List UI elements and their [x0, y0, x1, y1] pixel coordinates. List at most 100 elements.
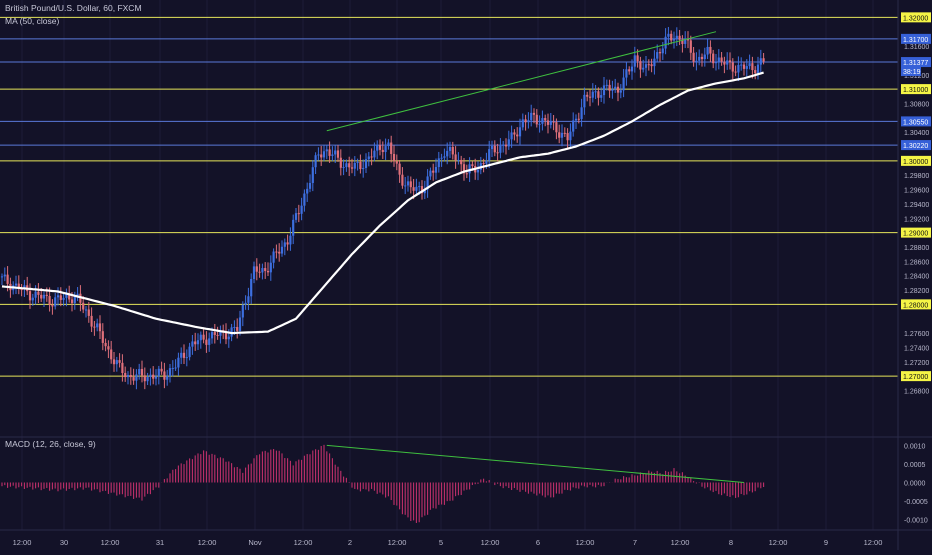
candle-body: [628, 69, 631, 72]
candle-body: [544, 118, 547, 121]
candle-body: [759, 58, 762, 65]
time-tick-label: 12:00: [769, 538, 788, 547]
candle-body: [219, 330, 222, 336]
candle-body: [541, 118, 544, 124]
candle-body: [350, 167, 354, 169]
level-price-label: 1.27000: [903, 374, 928, 381]
candle-body: [82, 302, 85, 310]
candle-body: [163, 371, 166, 380]
candle-body: [247, 296, 250, 303]
time-tick-label: 30: [60, 538, 68, 547]
candle-body: [412, 187, 415, 191]
candle-body: [149, 374, 152, 378]
trendlines: [326, 31, 717, 132]
candle-body: [300, 205, 303, 214]
candle-body: [306, 188, 309, 194]
candle-body: [233, 327, 236, 329]
candle-body: [250, 279, 253, 297]
candle-body: [381, 149, 384, 153]
price-tick-label: 1.27600: [904, 331, 929, 338]
time-tick-label: 7: [633, 538, 637, 547]
candle-body: [552, 121, 555, 123]
candle-body: [633, 55, 636, 67]
macd-tick-label: 0.0005: [904, 462, 926, 469]
candle-body: [591, 91, 594, 98]
level-price-tag: [901, 84, 931, 95]
candle-body: [353, 162, 356, 169]
candle-body: [70, 299, 74, 304]
candle-body: [602, 85, 606, 96]
price-tick-label: 1.29200: [904, 216, 929, 223]
candle-body: [748, 63, 751, 67]
price-scale-labels[interactable]: 1.31600 1.31200 1.30800 1.30400 1.29800 1.296…: [901, 12, 931, 395]
candle-body: [373, 150, 376, 158]
candle-body: [174, 367, 177, 369]
candle-body: [283, 242, 286, 247]
symbol-title[interactable]: British Pound/U.S. Dollar, 60, FXCM: [5, 3, 142, 13]
candle-body: [510, 132, 513, 140]
candle-body: [636, 55, 639, 62]
candle-body: [202, 334, 205, 340]
candle-body: [17, 283, 20, 290]
candle-body: [443, 156, 446, 158]
candle-body: [208, 338, 211, 345]
candle-body: [560, 132, 564, 138]
candles: [0, 26, 765, 390]
price-trendline: [326, 31, 717, 132]
candle-body: [488, 149, 491, 161]
candle-body: [465, 173, 468, 175]
macd-indicator-label[interactable]: MACD (12, 26, close, 9): [5, 439, 96, 449]
candle-body: [42, 294, 46, 299]
candle-body: [513, 132, 516, 135]
candle-body: [689, 40, 692, 53]
candle-body: [54, 297, 57, 307]
blue-price-tag: [901, 33, 931, 44]
candle-body: [213, 332, 216, 335]
candle-body: [482, 163, 485, 165]
candle-body: [73, 295, 76, 304]
candle-body: [686, 39, 690, 41]
candle-body: [460, 159, 463, 165]
candle-body: [280, 246, 284, 254]
candle-body: [406, 181, 410, 186]
price-tick-label: 1.29800: [904, 173, 929, 180]
candle-body: [98, 323, 102, 332]
candle-body: [390, 142, 393, 154]
candle-body: [496, 152, 499, 154]
candle-body: [93, 326, 96, 328]
time-tick-label: 2: [348, 538, 352, 547]
candle-body: [720, 57, 723, 62]
candle-body: [451, 147, 454, 155]
level-price-tag: [901, 371, 931, 382]
candle-body: [667, 33, 670, 37]
candle-body: [530, 112, 533, 121]
candle-body: [723, 61, 726, 65]
level-price-label: 1.30220: [903, 143, 928, 150]
candle-body: [600, 95, 603, 98]
time-tick-label: 12:00: [481, 538, 500, 547]
candle-body: [20, 289, 23, 291]
candle-body: [367, 156, 370, 160]
time-axis-labels[interactable]: 12:00 30 12:00 31 12:00 Nov 12:00 2 12:00 5 12:00 6…: [13, 538, 883, 547]
macd-tick-label: 0.0000: [904, 481, 926, 488]
blue-price-tag: [901, 116, 931, 127]
candle-body: [762, 58, 765, 62]
price-tick-label: 1.28200: [904, 288, 929, 295]
candle-body: [462, 164, 466, 174]
ma-indicator-label[interactable]: MA (50, close): [5, 16, 59, 26]
candle-body: [194, 341, 197, 345]
candle-body: [325, 149, 328, 152]
candle-body: [185, 357, 188, 359]
candle-body: [670, 33, 673, 41]
time-tick-label: 5: [439, 538, 443, 547]
time-tick-label: Nov: [248, 538, 262, 547]
time-tick-label: 12:00: [671, 538, 690, 547]
grid-lines: [21, 0, 874, 530]
price-tick-label: 1.29400: [904, 202, 929, 209]
macd-tick-label: -0.0005: [904, 499, 928, 506]
candle-body: [653, 58, 656, 67]
candle-body: [726, 60, 729, 65]
candle-body: [297, 213, 300, 215]
candle-body: [616, 86, 620, 93]
